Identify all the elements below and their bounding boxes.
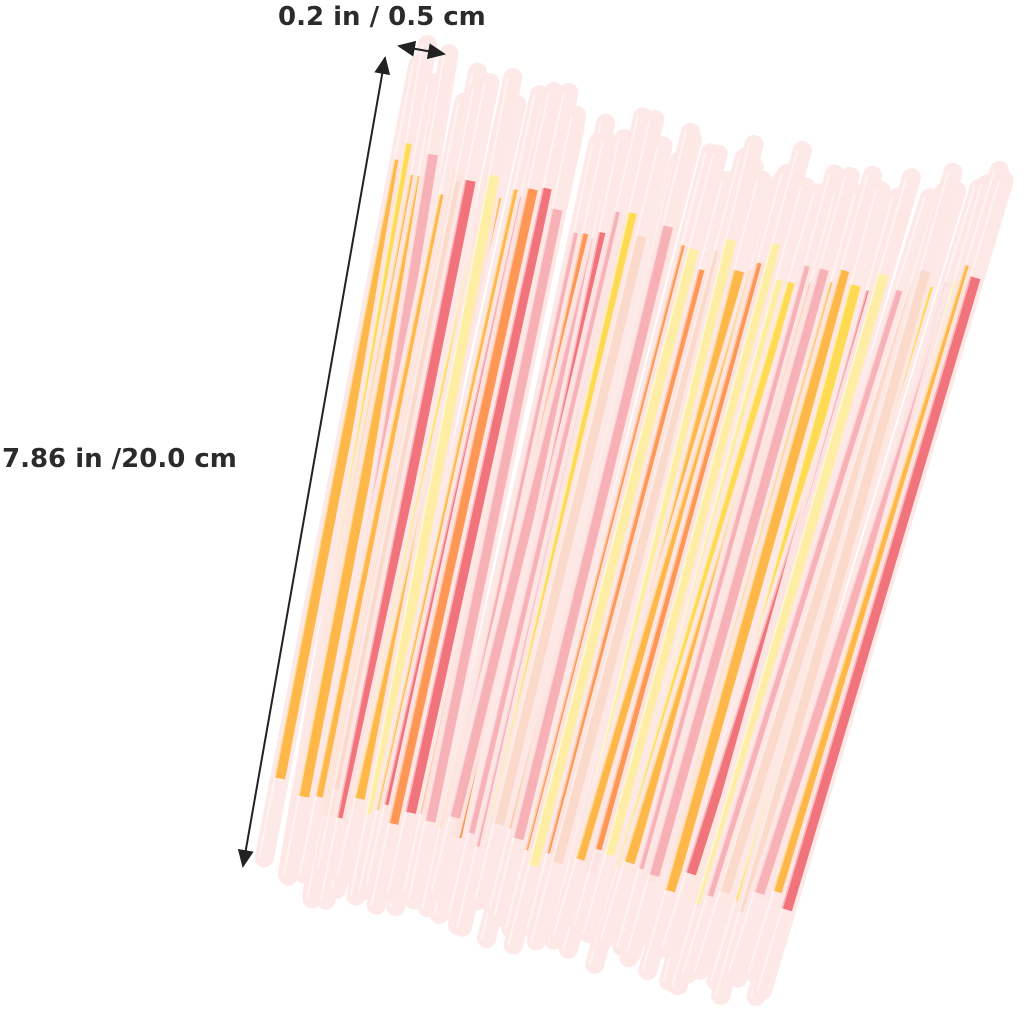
glow-stick	[489, 122, 701, 927]
glow-stick	[383, 82, 579, 903]
glow-stick	[678, 188, 940, 984]
width-dimension-arrow	[397, 40, 446, 60]
width-dimension-label: 0.2 in / 0.5 cm	[278, 2, 486, 32]
glow-stick	[711, 162, 963, 1005]
glow-stick	[404, 105, 587, 910]
glow-stick	[638, 165, 882, 981]
length-dimension-label: 7.86 in /20.0 cm	[2, 444, 237, 474]
length-dimension-arrow	[237, 56, 391, 868]
glow-stick	[622, 166, 860, 963]
glow-stick	[470, 136, 673, 910]
glow-stick	[366, 82, 564, 915]
glow-stick	[579, 140, 812, 943]
glow-stick	[752, 170, 1014, 1001]
glow-stick	[503, 144, 728, 955]
